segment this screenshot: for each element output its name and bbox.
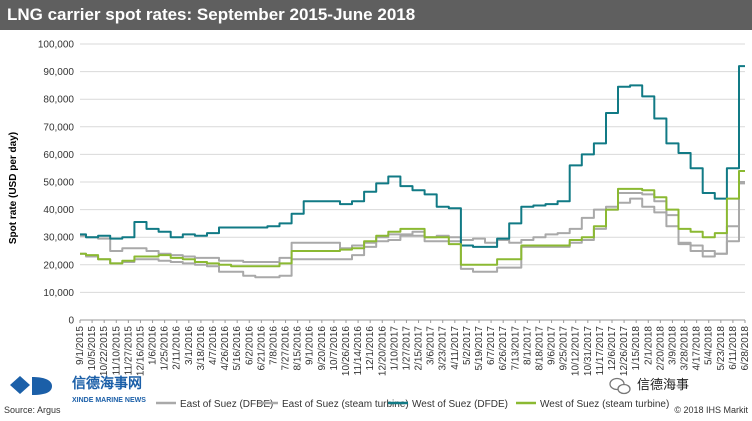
series-layer — [80, 65, 745, 279]
x-tick-label: 6/11/2018 — [728, 326, 739, 370]
x-tick-label: 10/31/2017 — [583, 326, 594, 376]
x-tick-label: 3/6/2017 — [426, 326, 437, 365]
y-tick-label: 80,000 — [43, 95, 74, 106]
x-tick-label: 6/7/2017 — [486, 326, 497, 365]
y-tick-label: 90,000 — [43, 67, 74, 78]
x-tick-label: 10/7/2016 — [329, 326, 340, 371]
y-tick-label: 10,000 — [43, 288, 74, 299]
x-tick-label: 1/15/2018 — [631, 326, 642, 371]
x-tick-label: 2/15/2017 — [414, 326, 425, 371]
x-tick-label: 9/6/2017 — [547, 326, 558, 365]
x-tick-label: 1/27/2017 — [401, 326, 412, 371]
source-note: Source: Argus — [4, 405, 61, 415]
x-tick-label: 2/11/2016 — [172, 326, 183, 370]
x-tick-label: 9/25/2017 — [559, 326, 570, 371]
x-tick-label: 9/20/2016 — [317, 326, 328, 371]
y-tick-label: 0 — [68, 316, 74, 327]
watermark-logo-d-shape — [32, 377, 52, 395]
wechat-label: 信德海事 — [637, 378, 689, 393]
x-tick-label: 5/4/2018 — [704, 326, 715, 365]
x-tick-label: 7/13/2017 — [510, 326, 521, 371]
x-axis-ticks: 9/1/2015 10/5/2015 10/22/2015 11/10/2015 11/… — [75, 319, 751, 376]
x-tick-label: 2/1/2018 — [643, 326, 654, 365]
x-tick-label: 5/16/2016 — [232, 326, 243, 371]
x-tick-label: 1/10/2017 — [389, 326, 400, 371]
series-west-steam — [80, 170, 745, 268]
y-tick-label: 20,000 — [43, 260, 74, 271]
x-tick-label: 5/19/2017 — [474, 326, 485, 371]
y-axis-ticks: 0 10,000 20,000 30,000 40,000 50,000 60,000 70,… — [38, 40, 75, 327]
grid-layer — [80, 43, 745, 321]
watermark-chinese-name: 信德海事网 — [72, 375, 142, 392]
x-tick-label: 2/20/2018 — [655, 326, 666, 371]
watermark-logo-x-shape — [10, 376, 30, 394]
x-tick-label: 5/2/2017 — [462, 326, 473, 365]
x-tick-label: 8/1/2017 — [522, 326, 533, 365]
x-tick-label: 7/8/2016 — [268, 326, 279, 365]
x-tick-label: 9/1/2015 — [75, 326, 86, 365]
legend-label-east-steam: East of Suez (steam turbine) — [282, 399, 409, 410]
x-tick-label: 12/6/2017 — [607, 326, 618, 371]
x-tick-label: 6/26/2017 — [498, 326, 509, 371]
y-tick-label: 60,000 — [43, 150, 74, 161]
x-tick-label: 3/23/2017 — [438, 326, 449, 371]
x-tick-label: 11/14/2016 — [353, 326, 364, 376]
copyright-note: © 2018 IHS Markit — [674, 405, 748, 415]
y-tick-label: 40,000 — [43, 205, 74, 216]
x-tick-label: 10/22/2015 — [99, 326, 110, 376]
x-tick-label: 1/25/2016 — [160, 326, 171, 371]
x-tick-label: 3/18/2016 — [196, 326, 207, 371]
x-tick-label: 3/28/2018 — [680, 326, 691, 371]
x-tick-label: 8/18/2017 — [534, 326, 545, 371]
y-tick-label: 30,000 — [43, 233, 74, 244]
x-tick-label: 5/23/2018 — [716, 326, 727, 371]
wechat-watermark: 信德海事 — [609, 377, 689, 395]
x-tick-label: 12/1/2016 — [365, 326, 376, 371]
wechat-icon — [609, 377, 631, 395]
x-tick-label: 12/16/2015 — [135, 326, 146, 376]
chart: 0 10,000 20,000 30,000 40,000 50,000 60,000 70,… — [4, 40, 751, 416]
x-tick-label: 1/6/2016 — [148, 326, 159, 365]
x-tick-label: 11/17/2017 — [595, 326, 606, 376]
x-tick-label: 10/26/2016 — [341, 326, 352, 376]
x-tick-label: 10/12/2017 — [571, 326, 582, 376]
x-tick-label: 9/1/2016 — [305, 326, 316, 365]
legend-label-east-dfde: East of Suez (DFDE) — [180, 399, 273, 410]
legend-label-west-dfde: West of Suez (DFDE) — [412, 399, 508, 410]
x-tick-label: 12/26/2017 — [619, 326, 630, 376]
chart-title: LNG carrier spot rates: September 2015-J… — [7, 5, 416, 24]
legend: East of Suez (DFDE) East of Suez (steam … — [156, 399, 669, 410]
y-tick-label: 100,000 — [38, 40, 75, 51]
y-tick-label: 70,000 — [43, 122, 74, 133]
x-tick-label: 8/15/2016 — [293, 326, 304, 371]
watermark-english-name: XINDE MARINE NEWS — [72, 397, 146, 404]
x-tick-label: 6/2/2016 — [244, 326, 255, 365]
series-west-dfde — [80, 65, 745, 248]
x-tick-label: 10/5/2015 — [87, 326, 98, 371]
x-tick-label: 3/1/2016 — [184, 326, 195, 365]
watermark-logo: 信德海事网 XINDE MARINE NEWS — [10, 375, 146, 404]
y-axis-title: Spot rate (USD per day) — [8, 132, 19, 244]
x-tick-label: 4/26/2016 — [220, 326, 231, 371]
x-tick-label: 6/21/2016 — [256, 326, 267, 371]
y-tick-label: 50,000 — [43, 178, 74, 189]
x-tick-label: 4/7/2016 — [208, 326, 219, 365]
title-bar: LNG carrier spot rates: September 2015-J… — [0, 0, 752, 30]
x-tick-label: 3/9/2018 — [667, 326, 678, 365]
series-east-steam — [80, 181, 745, 279]
x-tick-label: 11/27/2015 — [123, 326, 134, 376]
x-tick-label: 4/17/2018 — [692, 326, 703, 371]
x-tick-label: 7/27/2016 — [281, 326, 292, 371]
x-tick-label: 12/20/2016 — [377, 326, 388, 376]
x-tick-label: 6/28/2018 — [740, 326, 751, 371]
legend-label-west-steam: West of Suez (steam turbine) — [540, 399, 669, 410]
x-tick-label: 4/11/2017 — [450, 326, 461, 370]
x-tick-label: 11/10/2015 — [111, 326, 122, 376]
